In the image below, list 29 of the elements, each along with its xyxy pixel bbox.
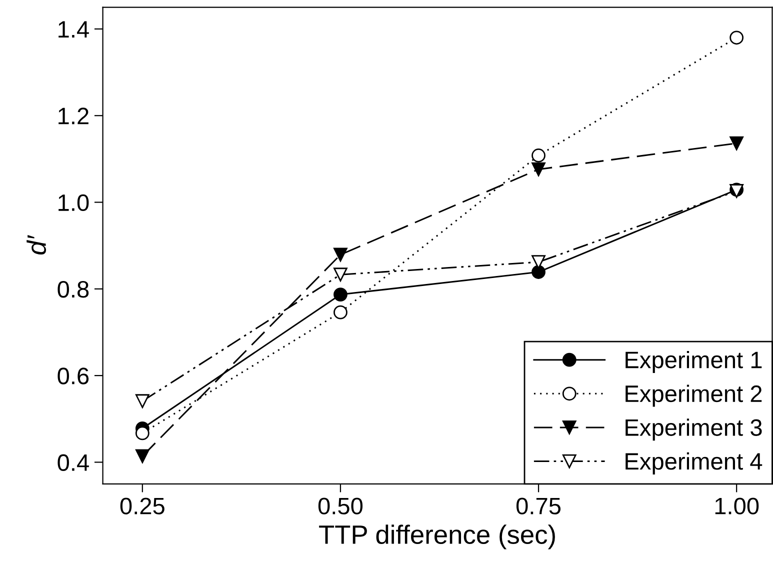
point (532, 265, 546, 279)
point (730, 136, 744, 150)
legend-label: Experiment 1 (626, 350, 762, 373)
x-axis-title: TTP difference (sec) (319, 524, 555, 550)
point (135, 394, 150, 408)
y-tick-label: 1.2 (58, 108, 88, 124)
point (135, 426, 150, 440)
legend-label: Experiment 3 (626, 418, 762, 441)
y-tick-label: 0.6 (58, 368, 89, 384)
y-tick-label: 0.8 (58, 280, 89, 298)
x-tick-label: 1.00 (715, 498, 759, 514)
x-tick-label: 0.50 (318, 498, 363, 514)
point (532, 162, 546, 176)
point (334, 288, 348, 302)
x-tick-label: 0.75 (516, 498, 561, 514)
point (135, 449, 150, 464)
point (334, 305, 348, 320)
legend-label: Experiment 4 (626, 452, 762, 474)
point (532, 255, 546, 269)
point (730, 30, 744, 45)
legend-label: Experiment 2 (626, 384, 762, 407)
y-tick-label: 1.4 (58, 21, 89, 38)
y-axis-title: d′ (26, 235, 46, 255)
y-tick-label: 1.0 (58, 194, 89, 212)
y-tick-label: 0.4 (58, 454, 89, 472)
point (532, 148, 546, 162)
point (334, 268, 348, 282)
point (334, 248, 348, 262)
x-tick-label: 0.25 (120, 498, 164, 514)
